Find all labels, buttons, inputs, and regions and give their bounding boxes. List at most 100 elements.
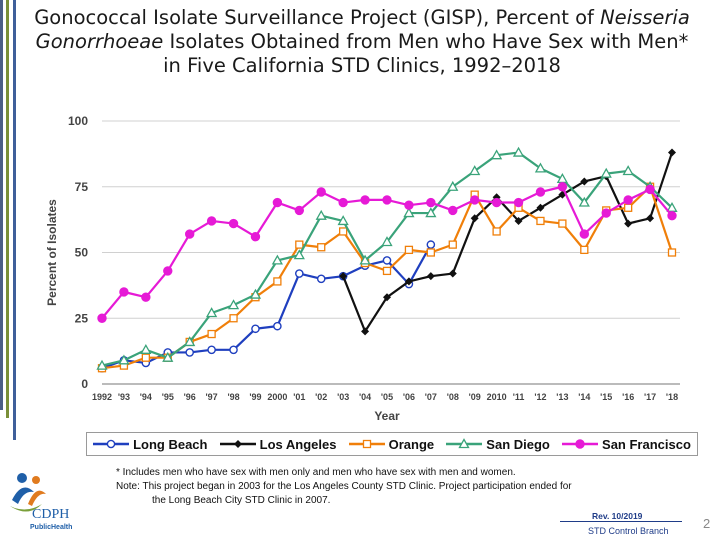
data-point-san-francisco — [382, 195, 392, 205]
series-los-angeles — [339, 148, 676, 336]
data-point-los-angeles — [470, 214, 479, 223]
x-tick-label: '98 — [227, 392, 239, 402]
legend-label: San Francisco — [602, 436, 691, 452]
data-point-long-beach — [185, 348, 194, 357]
data-point-san-francisco — [184, 229, 195, 239]
legend-label: San Diego — [486, 436, 550, 452]
series-line-los-angeles — [342, 152, 674, 333]
x-tick-label: 1992 — [92, 392, 112, 402]
data-point-san-francisco — [645, 184, 655, 195]
x-tick-label: '16 — [622, 392, 634, 402]
x-tick-label: 2010 — [487, 392, 507, 402]
x-tick-label: '03 — [337, 392, 349, 402]
chart-legend: Long Beach Los Angeles Orange San Diego San … — [86, 432, 698, 456]
legend-item-san-francisco: San Francisco — [562, 437, 691, 452]
data-point-san-diego — [162, 351, 174, 362]
x-tick-label: '15 — [600, 392, 612, 402]
y-axis-title: Percent of Isolates — [45, 199, 59, 306]
y-tick-label: 100 — [68, 114, 88, 128]
data-point-orange — [339, 227, 348, 236]
y-tick-label: 0 — [81, 377, 88, 391]
data-point-san-diego — [512, 146, 525, 157]
logo-text-main: CDPH — [32, 507, 69, 522]
data-point-san-diego — [249, 288, 262, 299]
data-point-san-francisco — [535, 187, 546, 197]
data-point-san-diego — [622, 165, 634, 176]
footnotes: * Includes men who have sex with men onl… — [116, 466, 676, 508]
data-point-san-francisco — [272, 197, 283, 208]
data-point-orange — [580, 245, 589, 255]
series-orange — [97, 182, 677, 373]
x-tick-label: 2000 — [267, 392, 287, 402]
legend-marker — [575, 439, 585, 449]
footnote-note: Note: This project began in 2003 for the… — [116, 481, 572, 492]
y-tick-label: 50 — [75, 246, 89, 260]
title-italic: Neisseria — [600, 6, 690, 29]
data-point-los-angeles — [426, 272, 435, 281]
series-san-diego — [96, 146, 678, 370]
data-point-los-angeles — [668, 148, 676, 157]
left-accent-bar-1 — [0, 0, 3, 410]
x-tick-label: '94 — [140, 392, 152, 402]
legend-label: Orange — [388, 436, 435, 452]
x-tick-label: '14 — [578, 392, 590, 402]
data-point-san-francisco — [623, 195, 633, 205]
title-italic: Gonorrhoeae — [35, 30, 164, 53]
data-point-san-diego — [534, 162, 547, 173]
data-point-san-diego — [271, 254, 283, 265]
x-tick-label: '18 — [666, 392, 678, 402]
data-point-orange — [229, 314, 238, 323]
legend-item-long-beach: Long Beach — [93, 437, 207, 452]
data-point-san-diego — [315, 209, 327, 220]
data-point-san-francisco — [228, 218, 239, 229]
data-point-san-francisco — [141, 292, 151, 302]
data-point-san-francisco — [448, 205, 458, 216]
legend-swatch-long-beach — [93, 439, 130, 449]
data-point-san-diego — [381, 236, 393, 247]
data-point-orange — [667, 248, 677, 257]
x-tick-label: '05 — [381, 392, 393, 402]
x-tick-label: '01 — [293, 392, 305, 402]
data-point-san-diego — [293, 249, 305, 260]
x-axis-title: Year — [374, 409, 400, 423]
legend-swatch-los-angeles — [219, 440, 256, 448]
x-tick-label: '13 — [556, 392, 568, 402]
data-point-orange — [536, 216, 545, 226]
data-point-san-francisco — [667, 210, 677, 221]
data-point-san-diego — [96, 359, 108, 370]
data-point-los-angeles — [339, 272, 348, 281]
data-point-san-diego — [491, 149, 503, 160]
data-point-long-beach — [251, 324, 260, 334]
legend-label: Los Angeles — [259, 436, 337, 452]
x-tick-label: '07 — [425, 392, 437, 402]
data-point-orange — [382, 266, 392, 276]
line-chart: 0 25 50 75 100 1992 '93 '94 '95 '96 '97 '98 '99 2000 '… — [45, 114, 680, 423]
data-point-san-francisco — [491, 197, 502, 208]
x-tick-label: '06 — [403, 392, 415, 402]
data-point-san-diego — [140, 343, 152, 354]
data-point-los-angeles — [580, 177, 589, 186]
data-point-san-francisco — [557, 182, 568, 192]
x-tick-label: '97 — [206, 392, 218, 402]
data-point-long-beach — [207, 345, 216, 355]
x-tick-label: '04 — [359, 392, 371, 402]
legend-swatch-san-diego — [446, 438, 483, 449]
data-point-orange — [404, 245, 414, 255]
data-point-san-diego — [359, 254, 371, 265]
data-point-san-francisco — [338, 197, 348, 208]
title-line-2: Gonorrhoeae Isolates Obtained from Men w… — [22, 30, 702, 54]
data-point-san-diego — [184, 336, 196, 347]
data-point-orange — [207, 329, 216, 339]
data-point-san-diego — [227, 299, 240, 310]
revision-date: Rev. 10/2019 — [592, 511, 643, 521]
data-point-orange — [492, 227, 501, 236]
footnote-asterisk: * Includes men who have sex with men onl… — [116, 467, 516, 478]
y-tick-label: 25 — [75, 311, 89, 325]
data-point-los-angeles — [361, 327, 370, 336]
data-point-san-diego — [469, 165, 481, 176]
data-point-san-francisco — [294, 205, 305, 216]
legend-marker — [106, 439, 116, 449]
cdph-logo: CDPH PublicHealth — [10, 473, 72, 531]
data-point-san-francisco — [163, 266, 173, 276]
title-text: in Five California STD Clinics, 1992–201… — [163, 54, 561, 77]
